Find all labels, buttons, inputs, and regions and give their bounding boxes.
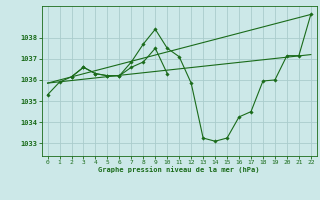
X-axis label: Graphe pression niveau de la mer (hPa): Graphe pression niveau de la mer (hPa) xyxy=(99,167,260,173)
